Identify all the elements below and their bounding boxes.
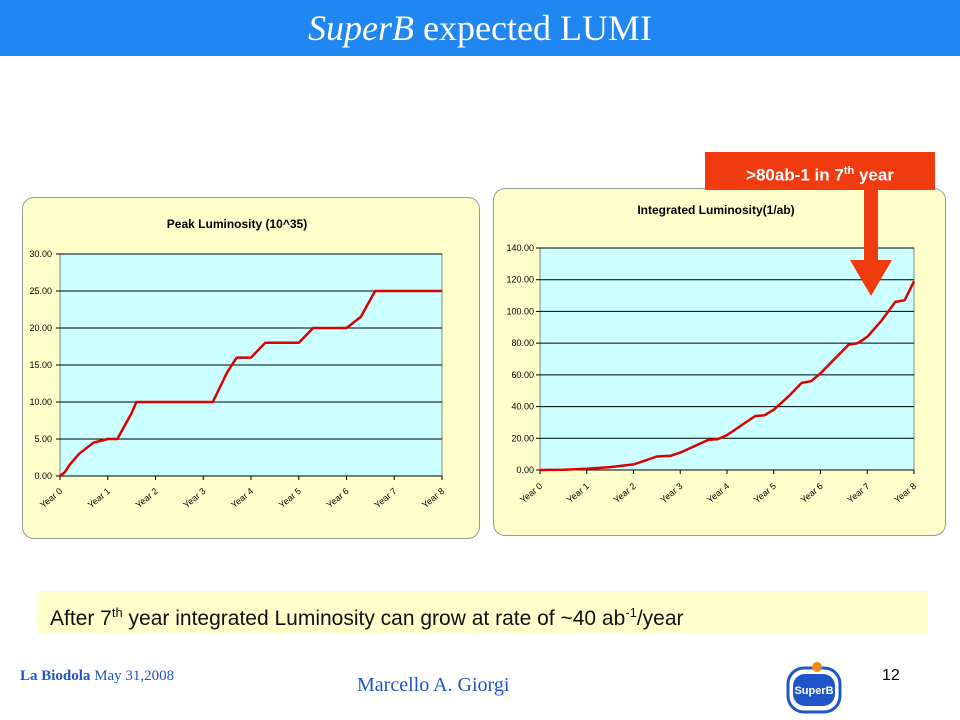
footer-venue: La Biodola May 31,2008 [20,668,174,685]
logo-text: SuperB [794,685,833,697]
y-tick-label-integrated: 40.00 [511,402,534,412]
y-tick-label-integrated: 60.00 [511,370,534,380]
conclusion-note: After 7th year integrated Luminosity can… [38,591,928,634]
callout-sup: th [843,165,855,177]
plot-area-integrated [539,247,915,471]
callout-main: >80ab-1 in 7 [746,165,844,185]
footer-place: La Biodola [20,668,91,684]
series-line-integrated [539,280,916,472]
note-c: /year [636,607,684,630]
y-tick-label-peak: 10.00 [29,397,52,407]
title-bar [0,0,960,56]
y-tick-label-peak: 20.00 [29,323,52,333]
chart-title-integrated: Integrated Luminosity(1/ab) [637,203,794,217]
y-tick-label-integrated: 120.00 [506,275,534,285]
slide-title: SuperB expected LUMI [0,6,960,50]
note-b: year integrated Luminosity can grow at r… [122,607,626,630]
title-italic: SuperB [308,8,415,48]
y-tick-label-peak: 25.00 [29,286,52,296]
callout-box: >80ab-1 in 7th year [705,152,935,190]
page-number: 12 [882,667,900,684]
y-tick-label-peak: 30.00 [29,249,52,259]
note-sup2: -1 [625,605,637,620]
y-tick-label-integrated: 0.00 [516,465,534,475]
callout-arrow-shaft [864,190,878,260]
y-tick-label-peak: 0.00 [34,471,52,481]
note-sup1: th [111,605,123,620]
logo-core [793,674,835,706]
y-tick-label-integrated: 100.00 [506,306,534,316]
chart-title-peak: Peak Luminosity (10^35) [167,217,307,231]
y-tick-label-integrated: 20.00 [511,433,534,443]
y-tick-label-integrated: 140.00 [506,243,534,253]
callout-tail: year [854,165,894,185]
footer-author: Marcello A. Giorgi [357,674,510,696]
footer-date: May 31,2008 [94,668,175,684]
series-line-peak [59,289,442,477]
y-tick-label-peak: 5.00 [34,434,52,444]
note-a: After 7 [50,607,112,630]
y-tick-label-integrated: 80.00 [511,338,534,348]
y-tick-label-peak: 15.00 [29,360,52,370]
title-rest: expected LUMI [423,8,652,48]
callout-arrow-head [850,260,892,296]
logo-dot [812,662,822,672]
